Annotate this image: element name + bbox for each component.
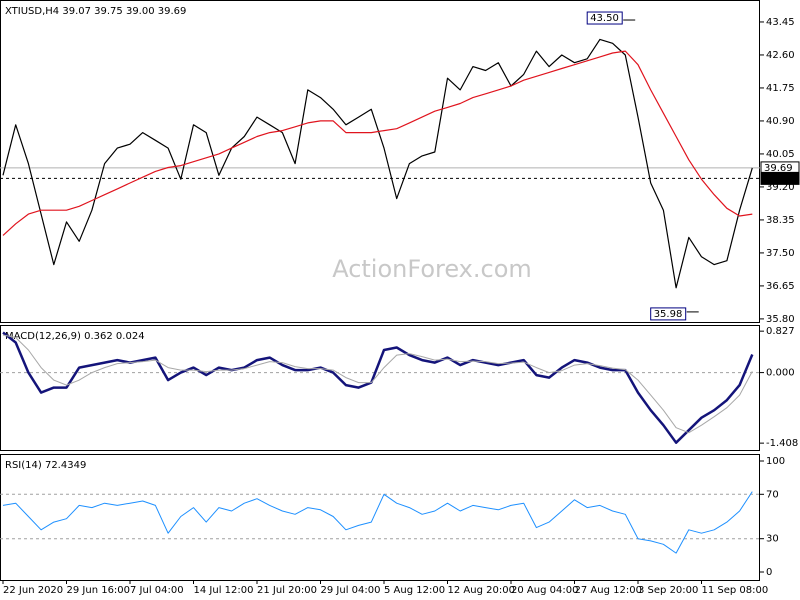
y-tick-label: 37.50 xyxy=(766,248,795,259)
panel-frame xyxy=(0,325,760,451)
series-line xyxy=(2,491,753,554)
annotation-label: 43.50 xyxy=(590,13,619,24)
y-tick-label: 0 xyxy=(766,567,772,578)
x-tick-label: 22 Jun 2020 xyxy=(3,585,63,596)
price-box xyxy=(760,171,800,185)
y-tick-label: 70 xyxy=(766,489,779,500)
y-tick-label: 43.45 xyxy=(766,17,795,28)
series-line xyxy=(2,38,753,289)
y-tick-label: 40.90 xyxy=(766,116,795,127)
annotation-box xyxy=(650,307,687,321)
annotation-label: 35.98 xyxy=(654,309,683,320)
series-line xyxy=(2,50,753,236)
y-tick-label: 36.65 xyxy=(766,281,795,292)
y-tick-label: 40.05 xyxy=(766,149,795,160)
y-tick-label: 38.35 xyxy=(766,215,795,226)
x-tick-label: 27 Aug 12:00 xyxy=(575,585,642,596)
x-tick-label: 29 Jun 16:00 xyxy=(67,585,131,596)
y-tick-label: 0.827 xyxy=(766,326,795,337)
y-tick-label: 0.000 xyxy=(766,368,795,379)
x-tick-label: 29 Jul 04:00 xyxy=(321,585,381,596)
y-tick-label: 39.20 xyxy=(766,182,795,193)
annotation-box xyxy=(586,11,623,25)
x-tick-label: 3 Sep 20:00 xyxy=(638,585,698,596)
panel-frame xyxy=(0,454,760,581)
x-tick-label: 14 Jul 12:00 xyxy=(194,585,254,596)
panel-frame xyxy=(0,0,760,323)
x-tick-label: 12 Aug 20:00 xyxy=(448,585,515,596)
y-tick-label: 30 xyxy=(766,534,779,545)
y-tick-label: 100 xyxy=(766,456,785,467)
y-tick-label: -1.408 xyxy=(766,438,798,449)
price-label: 39.69 xyxy=(764,163,793,174)
series-line xyxy=(2,331,754,444)
panel-title: MACD(12,26,9) 0.362 0.024 xyxy=(5,331,145,342)
x-tick-label: 5 Aug 12:00 xyxy=(384,585,445,596)
series-line xyxy=(2,334,753,434)
panel-title: XTIUSD,H4 39.07 39.75 39.00 39.69 xyxy=(5,6,186,17)
x-tick-label: 21 Jul 20:00 xyxy=(257,585,317,596)
panel-title: RSI(14) 72.4349 xyxy=(5,460,86,471)
watermark: ActionForex.com xyxy=(332,255,532,283)
y-tick-label: 42.60 xyxy=(766,50,795,61)
x-tick-label: 7 Jul 04:00 xyxy=(130,585,184,596)
y-tick-label: 35.80 xyxy=(766,314,795,325)
x-tick-label: 11 Sep 08:00 xyxy=(702,585,769,596)
price-label: 39.42 xyxy=(764,173,793,184)
y-tick-label: 41.75 xyxy=(766,83,795,94)
x-tick-label: 20 Aug 04:00 xyxy=(511,585,578,596)
